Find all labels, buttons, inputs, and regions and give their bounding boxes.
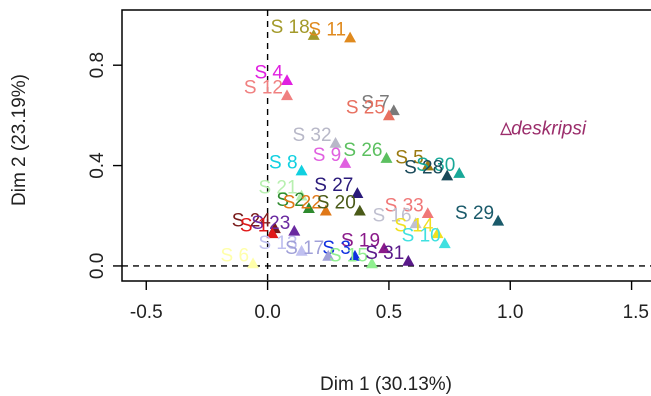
point-marker xyxy=(421,159,434,171)
point-label: S 25 xyxy=(346,97,385,118)
point-label: S 28 xyxy=(404,158,443,179)
point-label: S 12 xyxy=(244,77,283,98)
point-label: S 30 xyxy=(416,155,455,176)
point-marker xyxy=(307,29,320,40)
point-marker xyxy=(382,109,395,121)
point-label: S 5 xyxy=(395,148,424,169)
point-label: S 2 xyxy=(276,190,305,211)
x-tick-label: -0.5 xyxy=(130,302,163,323)
deskripsi-label: deskripsi xyxy=(511,118,587,139)
y-tick-label: 0.8 xyxy=(87,52,108,78)
point-marker xyxy=(431,227,444,239)
point-marker xyxy=(348,249,361,261)
point-label: S 10 xyxy=(402,225,441,246)
plot-border xyxy=(121,9,651,282)
point-marker xyxy=(281,74,294,86)
x-tick-label: 0.0 xyxy=(254,302,280,323)
point-label: S 4 xyxy=(254,62,283,83)
y-axis-title: Dim 2 (23.19%) xyxy=(9,74,30,206)
data-points: S 18S 11S 4S 12S 7S 25S 32S 26 S 5S 30S 2… xyxy=(221,17,513,269)
point-label: S 23 xyxy=(251,213,290,234)
point-marker xyxy=(378,242,391,254)
point-label: S 16 xyxy=(373,205,412,226)
point-label: S 7 xyxy=(361,92,390,113)
point-marker xyxy=(339,157,352,168)
point-label: S 32 xyxy=(292,125,331,146)
point-label: S 33 xyxy=(385,195,424,216)
point-marker xyxy=(302,202,315,214)
point-marker xyxy=(329,136,342,148)
deskripsi-marker xyxy=(500,121,513,136)
point-marker xyxy=(319,204,332,216)
point-marker xyxy=(402,254,415,266)
point-marker xyxy=(421,207,434,219)
point-label: S 31 xyxy=(365,243,404,264)
point-marker xyxy=(281,89,294,101)
point-marker xyxy=(295,189,308,201)
point-label: S 20 xyxy=(317,193,356,214)
plot-frame: -0.5 0.0 0.5 1.0 1.5 0.0 0.4 0.8 xyxy=(87,9,651,323)
point-marker xyxy=(492,214,505,226)
y-tick-label: 0.4 xyxy=(87,152,108,179)
point-marker xyxy=(247,257,260,269)
point-label: S 11 xyxy=(308,20,346,41)
point-marker xyxy=(351,187,364,198)
point-label: S 9 xyxy=(313,145,342,166)
point-label: S 1 xyxy=(240,215,269,236)
point-marker xyxy=(438,237,451,249)
point-marker xyxy=(295,164,308,176)
x-tick-label: 1.0 xyxy=(497,302,523,323)
point-marker xyxy=(365,257,378,269)
point-label: S 22 xyxy=(283,193,322,214)
x-tick-label: 0.5 xyxy=(376,302,402,323)
point-label: S 29 xyxy=(455,203,494,224)
point-marker xyxy=(266,227,279,239)
point-marker xyxy=(441,169,454,181)
plot-area xyxy=(122,10,651,281)
point-label: S 21 xyxy=(258,178,297,199)
point-label: S 24 xyxy=(232,210,272,231)
x-axis-title: Dim 1 (30.13%) xyxy=(320,374,452,395)
point-label: S 19 xyxy=(341,230,380,251)
point-label: S 6 xyxy=(221,245,250,266)
point-label: S 17 xyxy=(285,238,324,259)
point-label: S 18 xyxy=(271,17,310,38)
point-label: S 13 xyxy=(258,233,297,254)
x-tick-label: 1.5 xyxy=(623,302,649,323)
point-marker xyxy=(387,104,400,116)
point-label: S 27 xyxy=(314,175,353,196)
point-marker xyxy=(295,244,308,256)
point-marker xyxy=(288,224,301,236)
point-label: S 14 xyxy=(394,215,434,236)
point-label: S 15 xyxy=(329,245,368,266)
point-marker xyxy=(453,167,466,178)
point-marker xyxy=(322,249,335,261)
point-marker xyxy=(380,152,393,163)
point-marker xyxy=(353,204,366,216)
point-marker xyxy=(409,217,422,229)
point-label: S 8 xyxy=(269,153,298,174)
y-tick-label: 0.0 xyxy=(87,253,108,279)
point-label: S 26 xyxy=(343,140,382,161)
point-marker xyxy=(344,31,357,43)
